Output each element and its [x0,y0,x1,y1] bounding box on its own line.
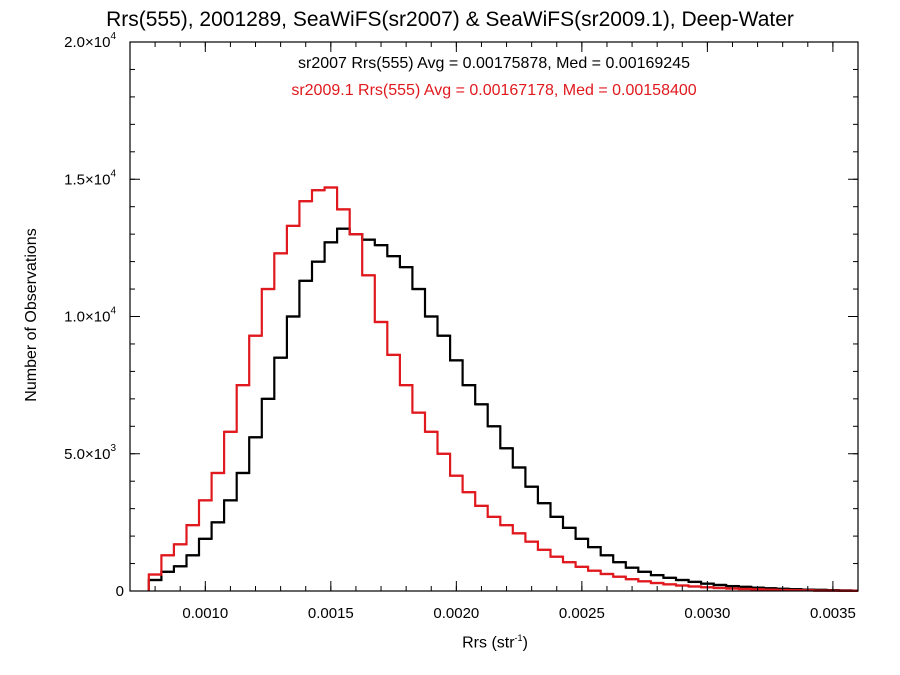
y-tick-label: 1.0×104 [64,306,116,326]
histogram-series-1 [147,186,858,592]
x-axis-label-exponent: -1 [514,633,523,643]
x-axis-label: Rrs (str-1) [0,633,900,652]
x-tick-label: 0.0025 [559,605,605,622]
stats-annotation-0: sr2007 Rrs(555) Avg = 0.00175878, Med = … [298,55,690,72]
x-tick-label: 0.0035 [810,605,856,622]
histogram-line-0 [147,227,858,592]
y-tick-label: 0 [116,583,124,600]
x-axis-label-close: ) [522,634,528,652]
x-tick-label: 0.0015 [308,605,354,622]
stats-annotation-1: sr2009.1 Rrs(555) Avg = 0.00167178, Med … [291,82,696,99]
y-tick-label: 1.5×104 [64,168,116,188]
y-tick-label: 2.0×104 [64,31,116,51]
y-tick-label: 5.0×103 [64,443,116,463]
plot-frame [129,41,859,592]
histogram-series-0 [147,227,858,592]
x-tick-label: 0.0020 [433,605,479,622]
y-axis-label: Number of Observations [23,228,40,402]
chart-title: Rrs(555), 2001289, SeaWiFS(sr2007) & Sea… [106,8,794,31]
x-tick-label: 0.0030 [684,605,730,622]
x-axis-label-text: Rrs (str [462,634,515,652]
x-tick-label: 0.0010 [182,605,228,622]
histogram-line-1 [147,186,858,592]
